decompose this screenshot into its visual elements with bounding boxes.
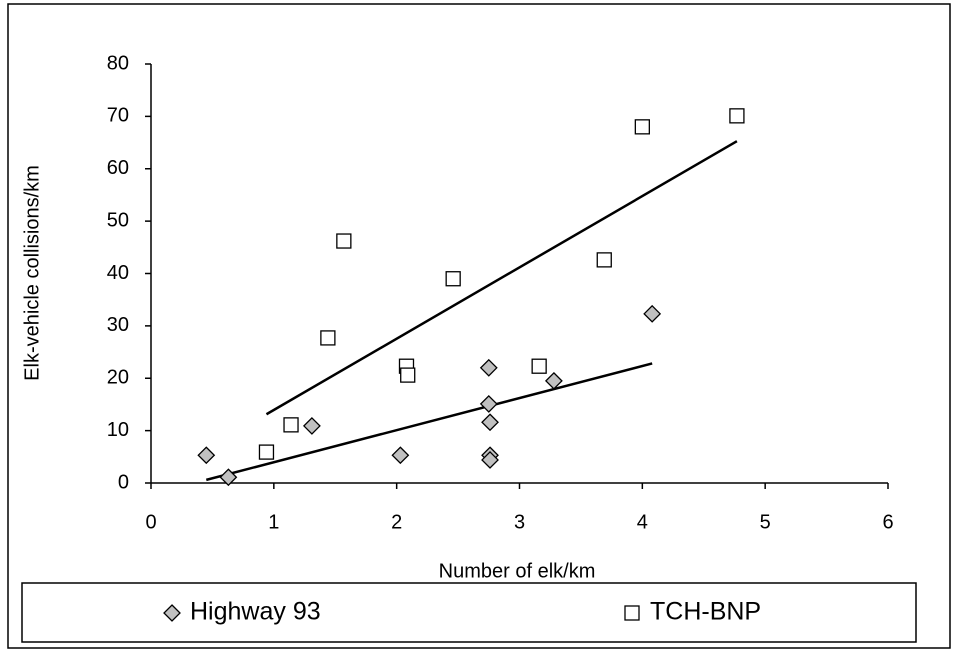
y-tick-label: 80 xyxy=(107,52,129,74)
point xyxy=(479,394,498,413)
point xyxy=(391,446,410,465)
point xyxy=(643,304,662,323)
y-tick-label: 10 xyxy=(107,419,129,441)
point xyxy=(634,119,650,135)
x-tick-label: 5 xyxy=(760,511,771,533)
point xyxy=(197,446,216,465)
y-tick-label: 30 xyxy=(107,314,129,336)
y-tick-label: 60 xyxy=(107,157,129,179)
point xyxy=(596,252,612,268)
x-tick-label: 2 xyxy=(391,511,402,533)
y-tick-label: 70 xyxy=(107,105,129,127)
chart-frame xyxy=(7,3,951,649)
point xyxy=(320,330,336,346)
y-axis-title: Elk-vehicle collisions/km xyxy=(21,165,43,381)
point xyxy=(302,416,321,435)
point xyxy=(481,451,499,469)
point xyxy=(729,108,745,124)
point xyxy=(544,371,563,390)
point xyxy=(400,367,416,383)
x-tick-label: 1 xyxy=(268,511,279,533)
point xyxy=(336,233,352,249)
point xyxy=(481,413,499,432)
legend-marker xyxy=(624,605,640,621)
point xyxy=(445,271,461,287)
y-tick-label: 40 xyxy=(107,262,129,284)
legend-marker xyxy=(163,604,181,622)
point xyxy=(531,358,547,374)
legend: Highway 93 TCH-BNP xyxy=(163,598,761,626)
x-tick-label: 4 xyxy=(637,511,648,533)
y-tick-label: 50 xyxy=(107,209,129,231)
point xyxy=(479,358,498,377)
trend-line xyxy=(205,362,653,482)
legend-label: TCH-BNP xyxy=(650,598,761,626)
point xyxy=(283,417,299,433)
point xyxy=(219,468,238,487)
x-tick-label: 0 xyxy=(145,511,156,533)
legend-box xyxy=(21,582,917,643)
x-tick-label: 6 xyxy=(882,511,893,533)
y-tick-label: 0 xyxy=(118,471,129,493)
point xyxy=(258,444,275,460)
legend-label: Highway 93 xyxy=(190,598,321,626)
x-axis-title: Number of elk/km xyxy=(439,560,596,582)
x-tick-label: 3 xyxy=(514,511,525,533)
y-tick-label: 20 xyxy=(107,367,129,389)
trend-line xyxy=(265,140,738,416)
